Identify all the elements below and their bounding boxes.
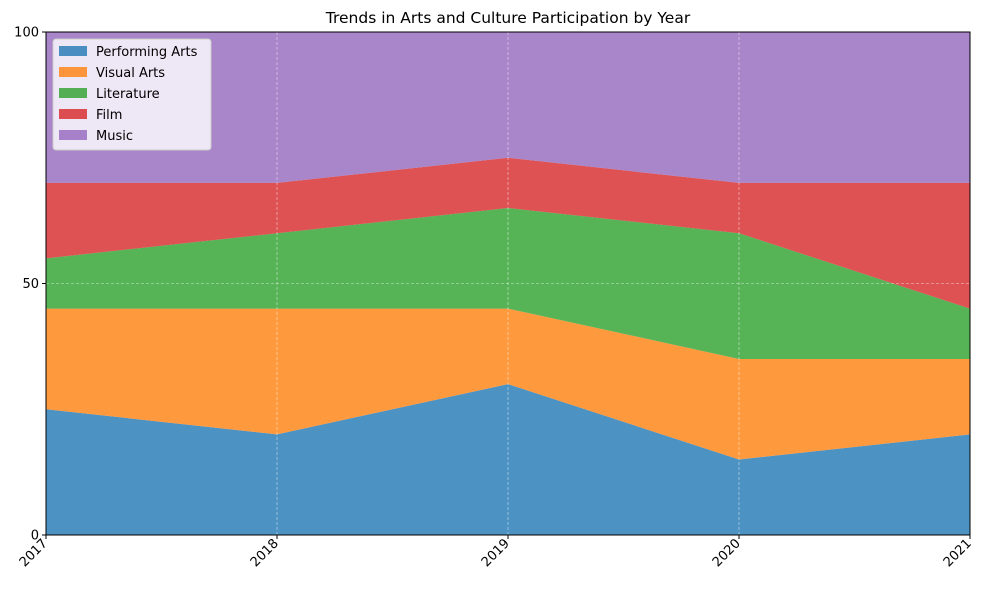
legend-swatch-music <box>59 130 87 140</box>
legend-label-music: Music <box>96 129 133 144</box>
legend-swatch-film <box>59 109 87 119</box>
x-tick-label-2019: 2019 <box>479 536 513 570</box>
legend: Performing Arts Visual Arts Literature Film… <box>52 38 212 151</box>
y-axis: 0 50 100 <box>14 26 46 544</box>
area-series-film <box>46 157 970 309</box>
y-tick-label-50: 50 <box>22 277 39 292</box>
legend-swatch-literature <box>59 88 87 98</box>
legend-label-film: Film <box>96 108 122 123</box>
y-tick-label-100: 100 <box>14 26 39 41</box>
legend-box <box>52 38 212 151</box>
legend-label-performing-arts: Performing Arts <box>96 45 198 60</box>
x-tick-label-2020: 2020 <box>710 536 744 570</box>
y-tick-label-0: 0 <box>31 529 39 544</box>
chart-title: Trends in Arts and Culture Participation… <box>325 9 691 27</box>
legend-swatch-visual-arts <box>59 67 87 77</box>
x-tick-label-2017: 2017 <box>17 536 51 570</box>
x-tick-label-2021: 2021 <box>941 536 975 570</box>
x-tick-label-2018: 2018 <box>248 536 282 570</box>
x-axis: 2017 2018 2019 2020 2021 <box>17 535 975 570</box>
legend-label-visual-arts: Visual Arts <box>96 66 165 81</box>
legend-swatch-performing-arts <box>59 46 87 56</box>
legend-label-literature: Literature <box>96 87 160 102</box>
